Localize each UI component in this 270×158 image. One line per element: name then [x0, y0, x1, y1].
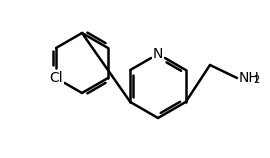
Text: 2: 2	[253, 75, 259, 85]
Text: Cl: Cl	[49, 71, 63, 85]
Text: N: N	[153, 47, 163, 61]
Text: NH: NH	[239, 71, 260, 85]
